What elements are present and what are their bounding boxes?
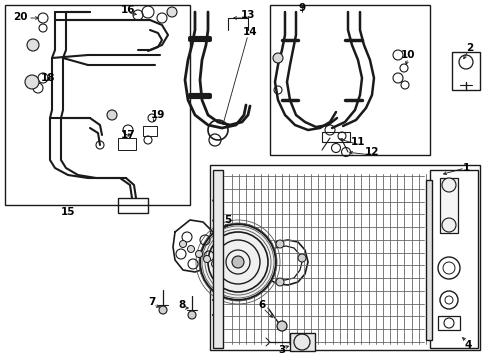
Text: 9: 9 <box>298 3 305 13</box>
Bar <box>437 316 459 330</box>
Circle shape <box>200 224 275 300</box>
Bar <box>209 165 479 350</box>
Text: 7: 7 <box>148 297 155 307</box>
Bar <box>425 180 431 340</box>
Text: 14: 14 <box>242 27 257 37</box>
Text: 6: 6 <box>258 300 265 310</box>
Circle shape <box>211 261 218 267</box>
Circle shape <box>179 240 186 248</box>
Text: 19: 19 <box>150 110 165 120</box>
Bar <box>213 170 223 348</box>
Circle shape <box>187 311 196 319</box>
Bar <box>439 178 457 233</box>
Text: 15: 15 <box>61 207 75 217</box>
Circle shape <box>187 246 194 252</box>
Circle shape <box>297 254 305 262</box>
Circle shape <box>441 178 455 192</box>
Bar <box>451 52 479 90</box>
Circle shape <box>107 110 117 120</box>
Circle shape <box>27 39 39 51</box>
Circle shape <box>441 218 455 232</box>
Bar <box>118 138 136 150</box>
Text: 18: 18 <box>41 73 55 83</box>
Bar <box>269 5 429 155</box>
Circle shape <box>275 240 284 248</box>
Text: 8: 8 <box>178 300 185 310</box>
Text: 16: 16 <box>121 5 135 15</box>
Circle shape <box>272 53 283 63</box>
Bar <box>142 126 157 136</box>
Circle shape <box>25 75 39 89</box>
Text: 17: 17 <box>121 130 135 140</box>
Text: 4: 4 <box>464 340 471 350</box>
Text: 20: 20 <box>13 12 27 22</box>
Text: 10: 10 <box>400 50 414 60</box>
Text: 13: 13 <box>240 10 255 20</box>
Bar <box>118 198 148 213</box>
Circle shape <box>275 278 284 286</box>
Circle shape <box>195 251 202 257</box>
Text: 11: 11 <box>350 137 365 147</box>
Text: 2: 2 <box>466 43 473 53</box>
Text: 1: 1 <box>462 163 468 173</box>
Text: 12: 12 <box>364 147 379 157</box>
Circle shape <box>276 321 286 331</box>
Circle shape <box>159 306 167 314</box>
Circle shape <box>167 7 177 17</box>
Bar <box>289 333 314 351</box>
Bar <box>429 170 477 348</box>
Bar <box>5 5 190 205</box>
Circle shape <box>231 256 244 268</box>
Text: 3: 3 <box>278 345 285 355</box>
Bar <box>321 132 349 142</box>
Circle shape <box>203 256 210 262</box>
Text: 5: 5 <box>224 215 231 225</box>
